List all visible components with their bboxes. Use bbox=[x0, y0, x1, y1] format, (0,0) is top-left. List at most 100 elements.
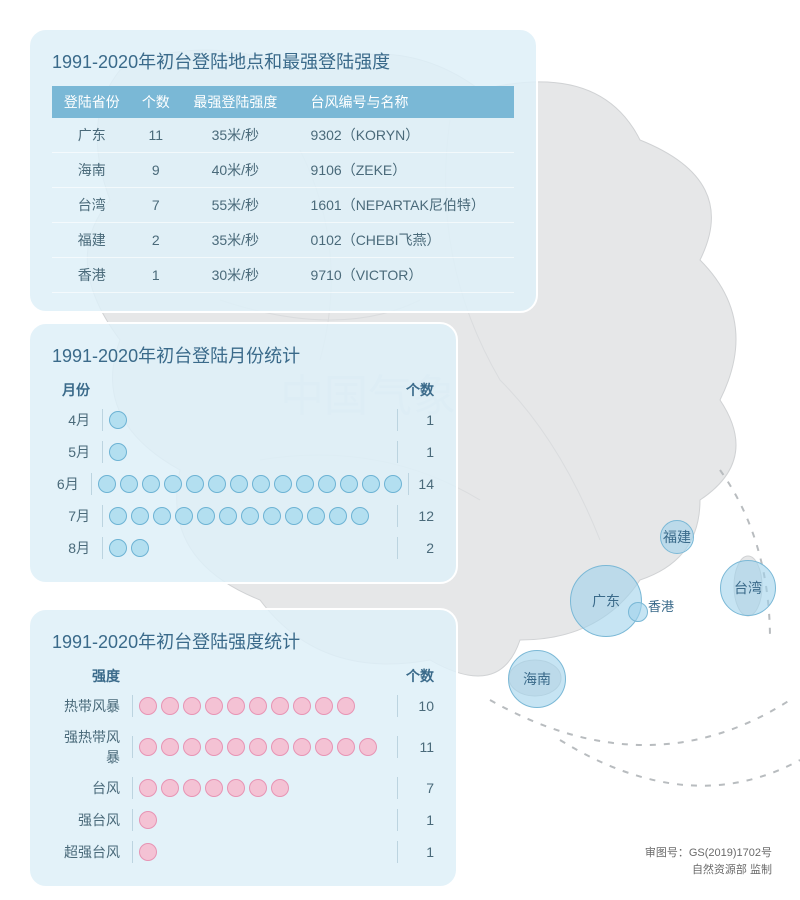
dot bbox=[293, 738, 311, 756]
dot bbox=[315, 738, 333, 756]
row-label: 6月 bbox=[52, 474, 91, 494]
dot-row: 强热带风暴11 bbox=[52, 722, 434, 772]
month-header-label: 月份 bbox=[52, 380, 102, 400]
table-header: 最强登陆强度 bbox=[180, 86, 290, 118]
dot-row: 强台风1 bbox=[52, 804, 434, 836]
credit-line: 自然资源部 监制 bbox=[645, 862, 772, 879]
dot bbox=[109, 539, 127, 557]
panel-title: 1991-2020年初台登陆强度统计 bbox=[52, 628, 434, 654]
map-bubble bbox=[628, 602, 648, 622]
dot bbox=[227, 779, 245, 797]
dot bbox=[274, 475, 292, 493]
dot bbox=[142, 475, 160, 493]
dot-track bbox=[132, 695, 398, 717]
map-label: 香港 bbox=[648, 596, 674, 615]
credit-line: 审图号：GS(2019)1702号 bbox=[645, 845, 772, 862]
row-label: 5月 bbox=[52, 442, 102, 462]
dot bbox=[109, 411, 127, 429]
landing-month-panel: 1991-2020年初台登陆月份统计 月份 个数 4月15月16月147月128… bbox=[28, 322, 458, 584]
row-count: 1 bbox=[398, 412, 434, 428]
dot bbox=[139, 811, 157, 829]
landing-intensity-panel: 1991-2020年初台登陆强度统计 强度 个数 热带风暴10强热带风暴11台风… bbox=[28, 608, 458, 888]
dot bbox=[205, 697, 223, 715]
table-row: 广东1135米/秒9302（KORYN） bbox=[52, 118, 514, 153]
dot-row: 5月 1 bbox=[52, 436, 434, 468]
dot bbox=[285, 507, 303, 525]
row-count: 7 bbox=[398, 780, 434, 796]
table-row: 台湾755米/秒1601（NEPARTAK尼伯特） bbox=[52, 188, 514, 223]
dot bbox=[153, 507, 171, 525]
dot bbox=[164, 475, 182, 493]
dot bbox=[139, 697, 157, 715]
row-label: 热带风暴 bbox=[52, 696, 132, 716]
intensity-header-count: 个数 bbox=[398, 666, 434, 686]
table-row: 福建235米/秒0102（CHEBI飞燕） bbox=[52, 223, 514, 258]
row-count: 11 bbox=[398, 739, 434, 755]
dot bbox=[252, 475, 270, 493]
dot bbox=[208, 475, 226, 493]
dot bbox=[318, 475, 336, 493]
dot bbox=[139, 779, 157, 797]
row-count: 1 bbox=[398, 844, 434, 860]
dot-row: 8月2 bbox=[52, 532, 434, 564]
dot bbox=[329, 507, 347, 525]
dot bbox=[183, 779, 201, 797]
map-credit: 审图号：GS(2019)1702号 自然资源部 监制 bbox=[645, 845, 772, 878]
dot bbox=[249, 697, 267, 715]
dot bbox=[351, 507, 369, 525]
dot bbox=[337, 697, 355, 715]
row-count: 2 bbox=[398, 540, 434, 556]
dot bbox=[109, 507, 127, 525]
table-header: 个数 bbox=[132, 86, 181, 118]
dot bbox=[161, 779, 179, 797]
month-header-count: 个数 bbox=[398, 380, 434, 400]
dot bbox=[161, 697, 179, 715]
dot bbox=[340, 475, 358, 493]
dot bbox=[109, 443, 127, 461]
dot bbox=[139, 738, 157, 756]
dot bbox=[205, 779, 223, 797]
dot bbox=[315, 697, 333, 715]
dot bbox=[139, 843, 157, 861]
dot bbox=[131, 507, 149, 525]
dot bbox=[183, 738, 201, 756]
map-bubble: 广东 bbox=[570, 565, 642, 637]
row-label: 7月 bbox=[52, 506, 102, 526]
row-count: 1 bbox=[398, 444, 434, 460]
dot bbox=[219, 507, 237, 525]
dot-track bbox=[102, 505, 398, 527]
intensity-header-label: 强度 bbox=[52, 666, 132, 686]
dot bbox=[186, 475, 204, 493]
dot bbox=[271, 779, 289, 797]
dot-track bbox=[91, 473, 409, 495]
dot bbox=[296, 475, 314, 493]
map-bubble: 台湾 bbox=[720, 560, 776, 616]
dot-track bbox=[102, 537, 398, 559]
landing-location-panel: 1991-2020年初台登陆地点和最强登陆强度 登陆省份个数最强登陆强度台风编号… bbox=[28, 28, 538, 313]
row-count: 10 bbox=[398, 698, 434, 714]
dot bbox=[271, 738, 289, 756]
dot-track bbox=[132, 841, 398, 863]
dot bbox=[263, 507, 281, 525]
dot-row: 4月1 bbox=[52, 404, 434, 436]
dot-track bbox=[132, 777, 398, 799]
dot bbox=[307, 507, 325, 525]
dot-row: 7月12 bbox=[52, 500, 434, 532]
dot bbox=[205, 738, 223, 756]
table-header: 台风编号与名称 bbox=[291, 86, 514, 118]
dot-row: 超强台风 1 bbox=[52, 836, 434, 868]
dot bbox=[359, 738, 377, 756]
map-bubble: 海南 bbox=[508, 650, 566, 708]
dot-track bbox=[132, 736, 398, 758]
dot bbox=[161, 738, 179, 756]
dot-track bbox=[102, 441, 398, 463]
dot bbox=[241, 507, 259, 525]
table-row: 香港130米/秒9710（VICTOR） bbox=[52, 258, 514, 293]
dot bbox=[249, 738, 267, 756]
dot bbox=[120, 475, 138, 493]
table-header: 登陆省份 bbox=[52, 86, 132, 118]
row-label: 超强台风 bbox=[52, 842, 132, 862]
dot bbox=[337, 738, 355, 756]
dot bbox=[293, 697, 311, 715]
dot bbox=[131, 539, 149, 557]
